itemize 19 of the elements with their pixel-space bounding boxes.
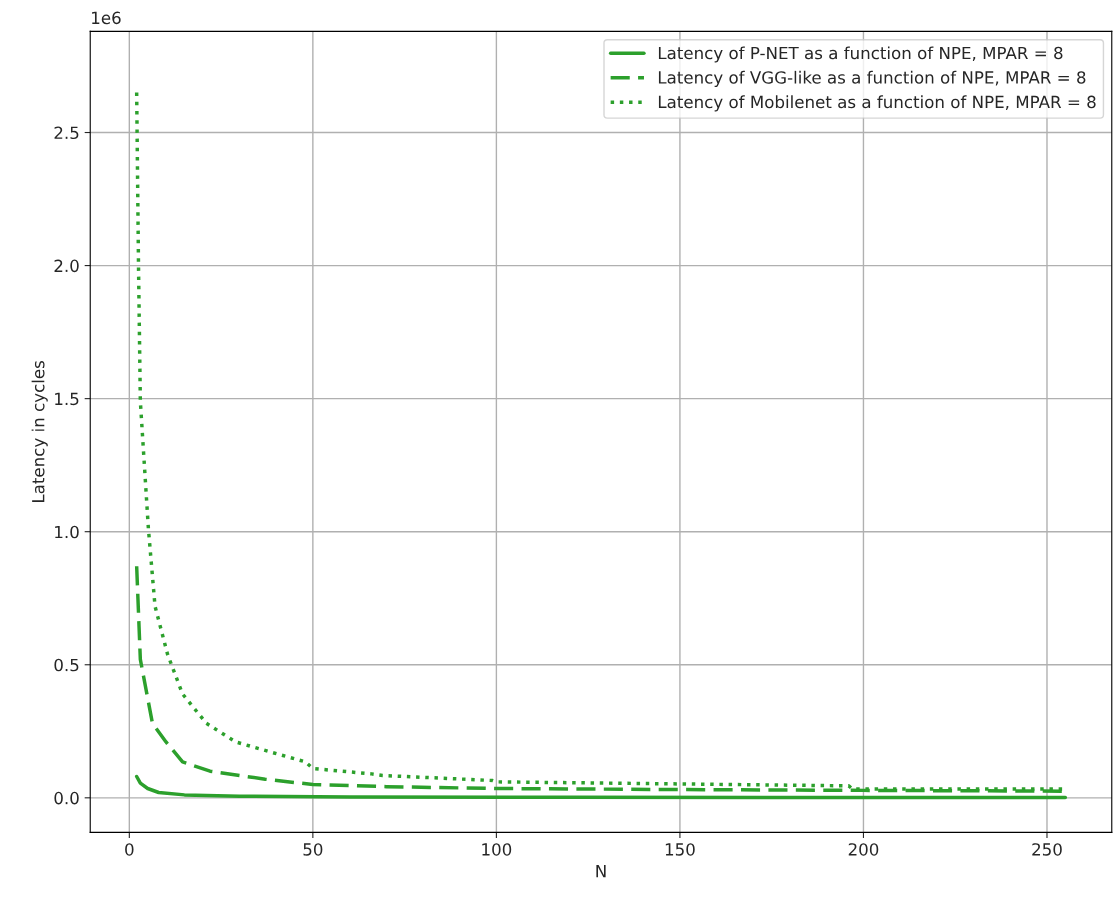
y-tick-label: 1.0 <box>55 525 79 539</box>
line-series <box>134 774 1068 800</box>
y-tick-label: 0.0 <box>54 791 79 805</box>
x-tick-label: 250 <box>1032 843 1062 856</box>
x-tick-label: 200 <box>848 843 879 856</box>
y-tick-label: 1.5 <box>55 392 79 406</box>
text: 1e6 <box>92 11 121 25</box>
x-tick-label: 50 <box>303 843 323 856</box>
x-tick-label: 150 <box>665 843 695 856</box>
x-axis-title: N <box>596 865 606 878</box>
legend-label: Latency of VGG-like as a function of NPE, MPAR = 8 <box>658 70 1086 87</box>
legend-label: Latency of Mobilenet as a function of NPE, MPAR = 8 <box>658 95 1096 112</box>
y-tick-label: 0.5 <box>54 658 79 672</box>
y-tick-label: 2.5 <box>54 126 79 140</box>
x-tick-label: 100 <box>482 843 512 856</box>
legend-label: Latency of P-NET as a function of NPE, MPAR = 8 <box>658 46 1063 63</box>
x-tick-label: 0 <box>125 843 134 856</box>
y-axis-title: Latency in cycles <box>31 361 48 502</box>
y-tick-label: 2.0 <box>54 259 79 273</box>
